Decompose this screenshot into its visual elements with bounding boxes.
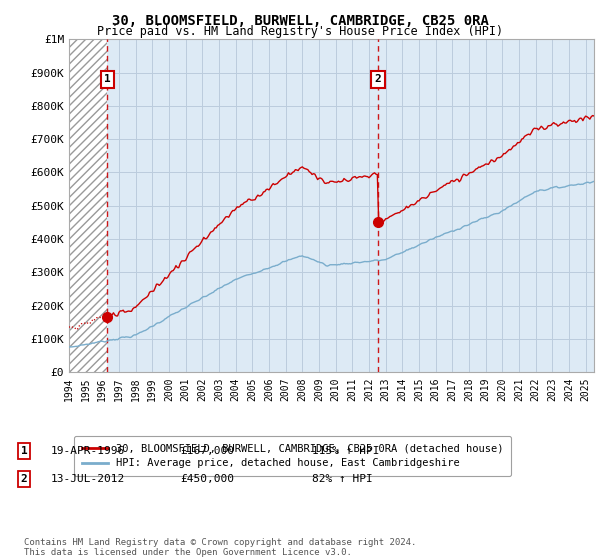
Text: 19-APR-1996: 19-APR-1996 [51,446,125,456]
Text: 2: 2 [374,74,382,84]
Text: 115% ↑ HPI: 115% ↑ HPI [312,446,380,456]
Text: £167,000: £167,000 [180,446,234,456]
Text: 13-JUL-2012: 13-JUL-2012 [51,474,125,484]
Text: £450,000: £450,000 [180,474,234,484]
Text: 82% ↑ HPI: 82% ↑ HPI [312,474,373,484]
Text: Contains HM Land Registry data © Crown copyright and database right 2024.
This d: Contains HM Land Registry data © Crown c… [24,538,416,557]
Bar [69,39,107,372]
Text: 2: 2 [20,474,28,484]
Text: 1: 1 [20,446,28,456]
Text: Price paid vs. HM Land Registry's House Price Index (HPI): Price paid vs. HM Land Registry's House … [97,25,503,38]
Text: 30, BLOOMSFIELD, BURWELL, CAMBRIDGE, CB25 0RA: 30, BLOOMSFIELD, BURWELL, CAMBRIDGE, CB2… [112,14,488,28]
Legend: 30, BLOOMSFIELD, BURWELL, CAMBRIDGE, CB25 0RA (detached house), HPI: Average pri: 30, BLOOMSFIELD, BURWELL, CAMBRIDGE, CB2… [74,436,511,475]
Text: 1: 1 [104,74,111,84]
